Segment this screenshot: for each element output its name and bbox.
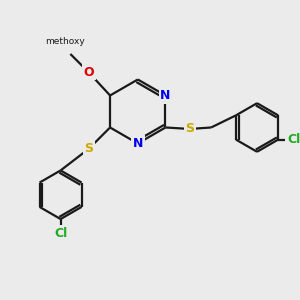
Text: S: S [185, 122, 194, 136]
Text: Cl: Cl [287, 133, 300, 146]
Text: S: S [84, 142, 93, 155]
Text: Cl: Cl [54, 227, 67, 240]
Text: O: O [83, 66, 94, 79]
Text: N: N [160, 89, 171, 102]
Text: N: N [133, 137, 143, 150]
Text: methoxy: methoxy [45, 37, 85, 46]
